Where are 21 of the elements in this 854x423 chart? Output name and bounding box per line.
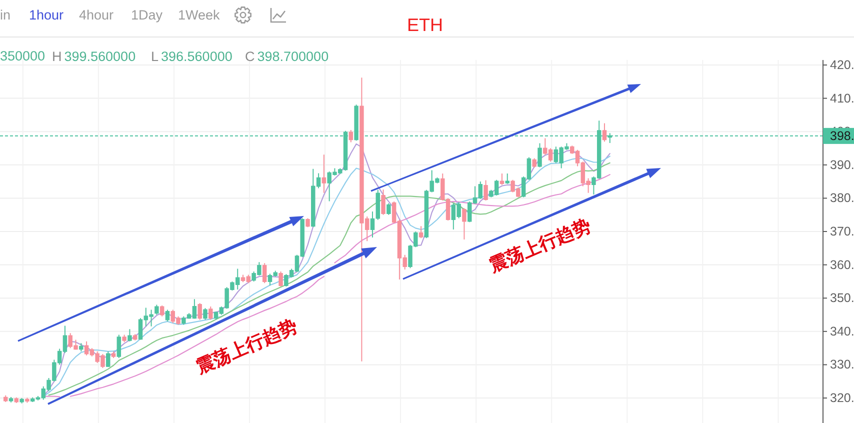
y-tick-label: 330. bbox=[830, 358, 854, 372]
annotation: 1Day bbox=[131, 8, 163, 22]
y-tick-label: 340. bbox=[830, 324, 854, 338]
annotation: 1Week bbox=[178, 8, 220, 22]
annotation: 1hour bbox=[29, 8, 64, 22]
annotation: 398. bbox=[823, 128, 854, 144]
annotation: in bbox=[0, 8, 11, 22]
annotation: 震荡上行趋势 bbox=[193, 316, 301, 378]
y-tick-label: 410. bbox=[830, 91, 854, 106]
annotation: 4hour bbox=[79, 8, 114, 22]
annotation: 350000 bbox=[0, 48, 46, 64]
y-tick-label: 390. bbox=[830, 158, 854, 172]
annotation: 震荡上行趋势 bbox=[486, 215, 594, 277]
y-tick-label: 350. bbox=[830, 291, 854, 306]
annotation: C398.700000 bbox=[245, 48, 329, 64]
y-tick-label: 360. bbox=[830, 258, 854, 272]
title: ETH bbox=[407, 15, 443, 35]
y-tick-label: 320. bbox=[830, 391, 854, 406]
y-tick-label: 420. bbox=[830, 58, 854, 72]
y-tick-label: 370. bbox=[830, 224, 854, 238]
y-tick-label: 380. bbox=[830, 191, 854, 206]
